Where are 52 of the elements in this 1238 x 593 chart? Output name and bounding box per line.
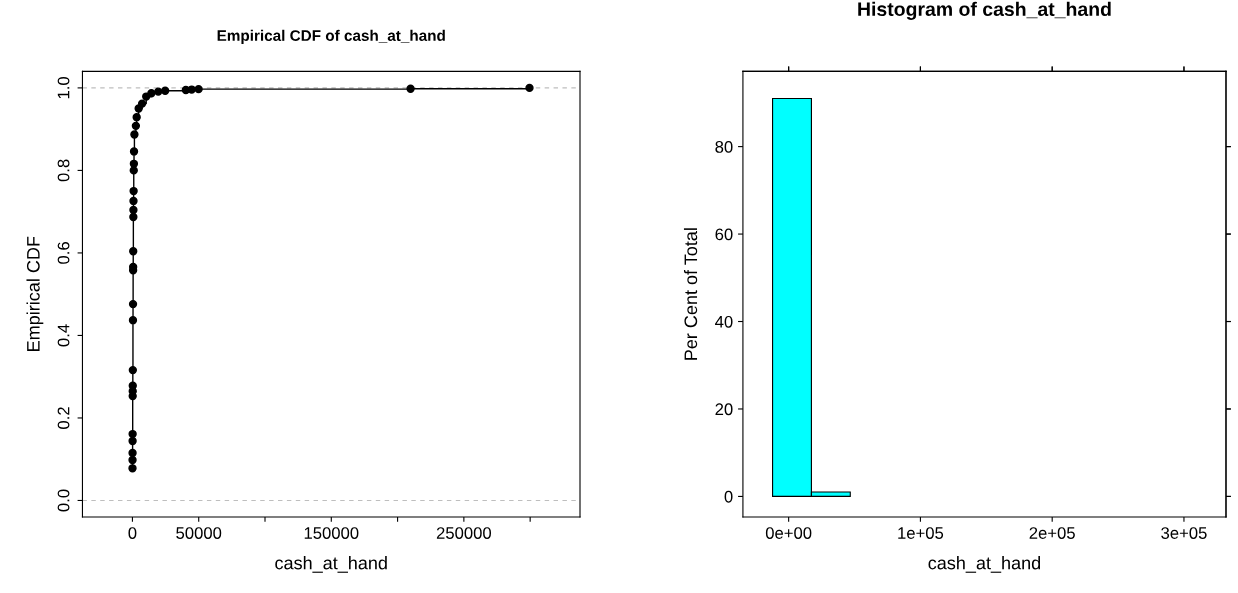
- point: [128, 436, 137, 446]
- point: [129, 186, 138, 196]
- y-tick-label: 0.0: [57, 489, 70, 512]
- point: [131, 121, 141, 131]
- point: [194, 84, 203, 94]
- point: [147, 89, 156, 98]
- point: [129, 212, 138, 222]
- y-tick-label: 20: [715, 403, 733, 416]
- point: [129, 147, 139, 156]
- point: [187, 85, 196, 94]
- x-tick-label: 150000: [304, 527, 359, 539]
- point: [128, 429, 137, 439]
- chart-title: Empirical CDF of cash_at_hand: [217, 29, 445, 45]
- point: [128, 464, 137, 473]
- point: [128, 316, 138, 325]
- x-tick-label: 250000: [436, 527, 492, 539]
- y-tick-label: 0: [724, 490, 733, 503]
- point: [128, 381, 137, 390]
- point: [128, 448, 137, 458]
- y-tick-label: 0.8: [57, 159, 70, 182]
- y-tick-label: 0.6: [57, 242, 70, 264]
- point: [128, 455, 137, 465]
- y-tick-label: 60: [715, 228, 733, 241]
- y-tick-label: 80: [715, 141, 733, 153]
- y-tick-label: 0.4: [57, 324, 70, 347]
- point: [132, 113, 141, 122]
- point: [129, 196, 138, 206]
- point: [161, 86, 170, 95]
- point: [128, 299, 138, 309]
- x-axis-title: cash_at_hand: [275, 556, 387, 573]
- point: [525, 83, 534, 93]
- point: [128, 365, 137, 375]
- point: [129, 159, 139, 168]
- point: [137, 99, 147, 108]
- point: [129, 247, 138, 256]
- y-axis-title: Per Cent of Total: [683, 228, 698, 360]
- y-tick-label: 40: [715, 315, 733, 328]
- x-tick-label: 0: [128, 527, 137, 539]
- point: [129, 205, 138, 215]
- y-tick-label: 0.2: [57, 407, 70, 429]
- x-tick-label: 50000: [176, 527, 222, 539]
- point: [130, 130, 139, 139]
- x-tick-label: 1e+05: [898, 527, 944, 539]
- point: [154, 87, 163, 96]
- y-tick-label: 1.0: [57, 76, 70, 99]
- point: [406, 84, 415, 93]
- y-axis-title: Empirical CDF: [26, 236, 44, 351]
- chart-title: Histogram of cash_at_hand: [858, 1, 1111, 20]
- x-tick-label: 0e+00: [765, 527, 812, 539]
- x-tick-label: 3e+05: [1161, 527, 1207, 539]
- x-tick-label: 2e+05: [1029, 527, 1075, 539]
- x-axis-title: cash_at_hand: [928, 556, 1041, 573]
